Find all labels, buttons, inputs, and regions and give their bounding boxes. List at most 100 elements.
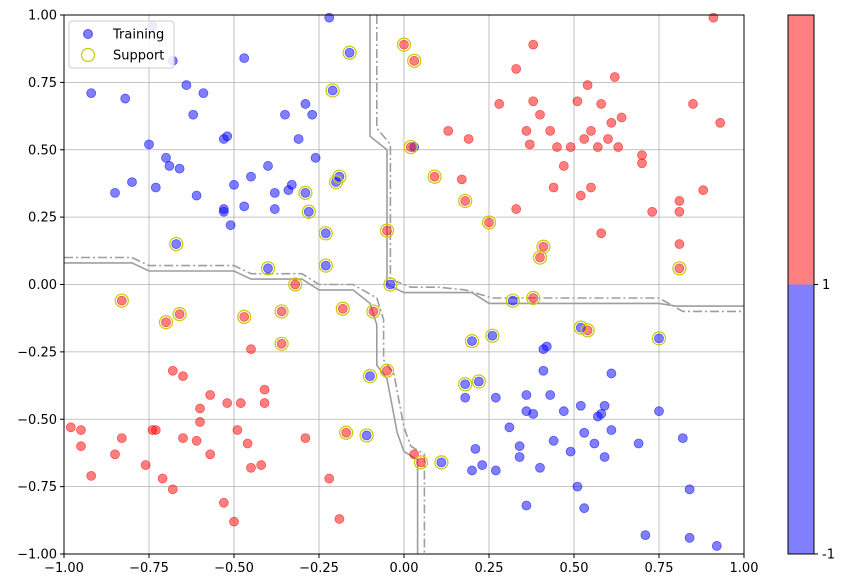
x-tick-label: −0.75 — [129, 561, 169, 576]
training-point-positive — [565, 142, 576, 152]
support-vector-marker — [458, 377, 473, 392]
training-point-negative — [188, 109, 199, 120]
training-point-negative — [640, 530, 651, 541]
training-point-positive — [205, 390, 216, 400]
support-vector-marker — [379, 223, 395, 238]
training-point-positive — [586, 182, 596, 193]
training-point-positive — [341, 427, 352, 438]
training-point-negative — [174, 163, 185, 174]
support-vector-marker — [260, 261, 276, 276]
training-point-positive — [674, 239, 685, 249]
support-vector-marker — [651, 331, 667, 346]
support-vector-marker — [379, 363, 395, 378]
support-vector-marker — [169, 236, 184, 252]
x-tick-label: 0.75 — [645, 561, 674, 576]
training-point-negative — [310, 152, 321, 163]
x-tick-label: 0.50 — [560, 561, 589, 576]
training-point-negative — [507, 295, 518, 306]
training-point-negative — [541, 341, 552, 352]
training-point-negative — [307, 109, 318, 120]
training-point-negative — [579, 503, 590, 514]
training-point-negative — [286, 179, 297, 190]
training-point-positive — [596, 99, 607, 109]
training-point-positive — [528, 293, 539, 303]
support-vector-marker — [318, 226, 333, 241]
training-point-positive — [205, 449, 216, 460]
training-point-negative — [521, 500, 532, 511]
training-point-positive — [222, 398, 233, 408]
training-point-negative — [246, 171, 256, 182]
support-vector-marker — [342, 45, 357, 60]
legend-marker-training — [83, 29, 93, 39]
training-point-positive — [586, 125, 596, 136]
training-point-positive — [698, 185, 709, 196]
support-vector-marker — [366, 304, 381, 319]
training-point-negative — [150, 182, 161, 193]
training-point-positive — [178, 371, 188, 382]
x-tick-label: −1.00 — [44, 561, 84, 576]
training-point-negative — [127, 177, 137, 187]
training-point-negative — [579, 427, 590, 438]
training-point-positive — [195, 403, 205, 414]
legend: Training Support — [68, 20, 175, 69]
support-vector-marker — [471, 374, 486, 389]
training-point-negative — [575, 400, 586, 411]
training-point-positive — [674, 206, 685, 217]
training-point-positive — [535, 252, 545, 263]
training-point-positive — [382, 225, 392, 236]
colorbar: 1 -1 — [787, 14, 835, 563]
training-point-negative — [365, 371, 375, 382]
training-point-negative — [280, 109, 290, 120]
training-point-negative — [538, 365, 549, 376]
training-point-negative — [460, 379, 471, 390]
support-vector-marker — [526, 290, 541, 306]
legend-marker-support — [80, 47, 96, 63]
support-vector-marker — [403, 139, 418, 155]
training-point-negative — [572, 481, 583, 492]
training-point-positive — [276, 306, 287, 317]
training-point-positive — [409, 55, 420, 66]
training-point-positive — [178, 433, 188, 444]
colorbar-tick-label: 1 — [822, 278, 830, 293]
training-point-negative — [191, 190, 202, 201]
training-point-positive — [460, 196, 471, 206]
training-point-negative — [222, 131, 233, 142]
training-point-negative — [606, 368, 617, 379]
training-point-positive — [674, 263, 685, 274]
training-point-positive — [715, 117, 726, 128]
training-point-negative — [361, 430, 372, 441]
training-point-positive — [552, 142, 562, 152]
training-point-positive — [456, 174, 467, 185]
support-vector-marker — [580, 323, 595, 338]
training-point-negative — [110, 187, 120, 198]
training-point-negative — [521, 390, 532, 400]
training-point-negative — [327, 85, 338, 96]
training-point-negative — [120, 93, 131, 104]
training-point-negative — [269, 204, 280, 214]
training-point-positive — [528, 96, 539, 107]
training-point-negative — [473, 376, 484, 387]
training-point-negative — [300, 187, 311, 198]
training-point-negative — [711, 541, 722, 551]
training-point-positive — [416, 457, 426, 468]
training-point-positive — [324, 473, 335, 484]
training-point-positive — [235, 398, 246, 408]
support-vector-marker — [434, 455, 449, 470]
support-vector-marker — [573, 320, 588, 335]
support-vector-marker — [288, 277, 303, 292]
support-vector-marker — [328, 174, 344, 190]
training-point-positive — [191, 435, 202, 446]
legend-label: Support — [113, 49, 164, 64]
training-point-positive — [405, 142, 416, 152]
training-point-positive — [218, 497, 229, 508]
training-point-positive — [259, 398, 270, 408]
training-point-positive — [429, 171, 440, 182]
training-point-negative — [504, 422, 515, 433]
decision-boundary-line — [64, 262, 419, 554]
training-point-negative — [684, 484, 695, 495]
training-point-positive — [195, 417, 205, 427]
training-point-negative — [558, 406, 569, 417]
training-point-negative — [344, 47, 355, 58]
training-point-positive — [592, 142, 603, 152]
